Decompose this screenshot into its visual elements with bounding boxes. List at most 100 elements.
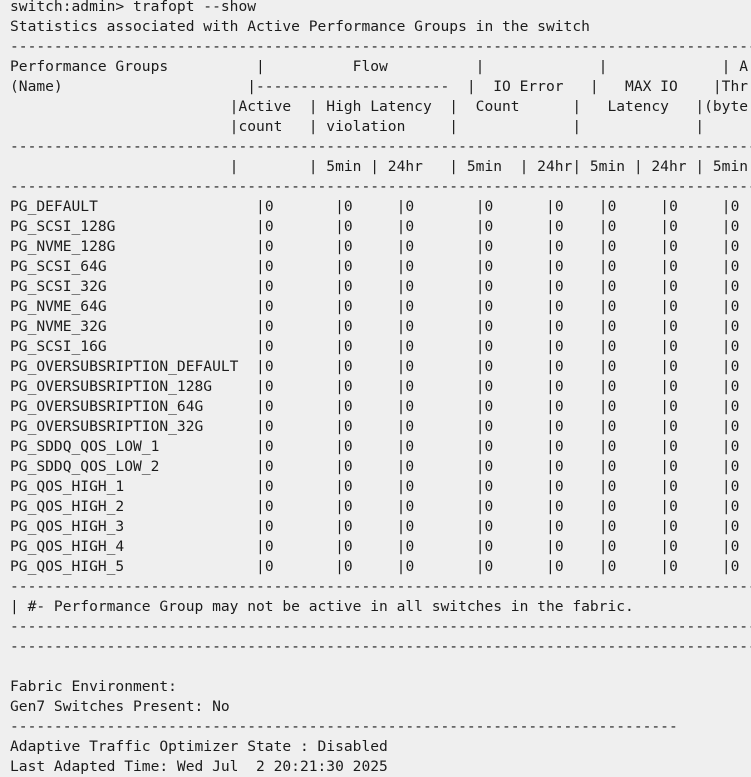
stat-value: 0 bbox=[484, 338, 494, 355]
table-row: PG_DEFAULT |0 |0 |0 |0 |0 |0 |0 |0 bbox=[10, 198, 740, 215]
stat-value: 0 bbox=[343, 298, 353, 315]
stat-value: 0 bbox=[484, 518, 494, 535]
stat-value: 0 bbox=[343, 438, 353, 455]
stat-value: 0 bbox=[405, 298, 415, 315]
separator: ----------------------------------------… bbox=[10, 578, 751, 595]
stat-value: 0 bbox=[730, 538, 740, 555]
stat-value: 0 bbox=[264, 358, 274, 375]
stat-value: 0 bbox=[554, 558, 564, 575]
stat-value: 0 bbox=[607, 278, 617, 295]
table-row: PG_OVERSUBSRIPTION_32G |0 |0 |0 |0 |0 |0… bbox=[10, 418, 740, 435]
performance-group-name: PG_NVME_32G bbox=[10, 318, 107, 335]
stat-value: 0 bbox=[484, 538, 494, 555]
description-line: Statistics associated with Active Perfor… bbox=[10, 18, 590, 35]
table-row: PG_QOS_HIGH_4 |0 |0 |0 |0 |0 |0 |0 |0 bbox=[10, 538, 740, 555]
performance-group-name: PG_QOS_HIGH_1 bbox=[10, 478, 125, 495]
performance-group-name: PG_SCSI_32G bbox=[10, 278, 107, 295]
performance-group-name: PG_SCSI_128G bbox=[10, 218, 116, 235]
table-row: PG_QOS_HIGH_3 |0 |0 |0 |0 |0 |0 |0 |0 bbox=[10, 518, 740, 535]
stat-value: 0 bbox=[264, 518, 274, 535]
stat-value: 0 bbox=[730, 478, 740, 495]
table-row: PG_SCSI_128G |0 |0 |0 |0 |0 |0 |0 |0 bbox=[10, 218, 740, 235]
table-units-line: | | 5min | 24hr | 5min | 24hr| 5min | 24… bbox=[10, 158, 749, 175]
stat-value: 0 bbox=[343, 558, 353, 575]
table-header-line-1: Performance Groups | Flow | | | A bbox=[10, 58, 749, 75]
gen7-switches-line: Gen7 Switches Present: No bbox=[10, 698, 230, 715]
performance-group-name: PG_SCSI_64G bbox=[10, 258, 107, 275]
stat-value: 0 bbox=[554, 398, 564, 415]
stat-value: 0 bbox=[405, 538, 415, 555]
table-header-line-2: (Name) |---------------------- | IO Erro… bbox=[10, 78, 749, 95]
stat-value: 0 bbox=[484, 398, 494, 415]
stat-value: 0 bbox=[730, 338, 740, 355]
last-adapted-time-line: Last Adapted Time: Wed Jul 2 20:21:30 20… bbox=[10, 758, 388, 775]
stat-value: 0 bbox=[343, 378, 353, 395]
performance-group-name: PG_OVERSUBSRIPTION_128G bbox=[10, 378, 213, 395]
stat-value: 0 bbox=[554, 218, 564, 235]
stat-value: 0 bbox=[405, 498, 415, 515]
stat-value: 0 bbox=[405, 378, 415, 395]
table-row: PG_OVERSUBSRIPTION_DEFAULT |0 |0 |0 |0 |… bbox=[10, 358, 740, 375]
stat-value: 0 bbox=[264, 558, 274, 575]
stat-value: 0 bbox=[484, 298, 494, 315]
stat-value: 0 bbox=[554, 358, 564, 375]
stat-value: 0 bbox=[607, 318, 617, 335]
stat-value: 0 bbox=[730, 218, 740, 235]
stat-value: 0 bbox=[669, 198, 678, 215]
stat-value: 0 bbox=[405, 358, 415, 375]
stat-value: 0 bbox=[484, 438, 494, 455]
stat-value: 0 bbox=[669, 378, 678, 395]
performance-group-name: PG_SDDQ_QOS_LOW_1 bbox=[10, 438, 160, 455]
stat-value: 0 bbox=[264, 498, 274, 515]
stat-value: 0 bbox=[343, 318, 353, 335]
stat-value: 0 bbox=[343, 398, 353, 415]
stat-value: 0 bbox=[730, 518, 740, 535]
stat-value: 0 bbox=[669, 398, 678, 415]
stat-value: 0 bbox=[484, 558, 494, 575]
stat-value: 0 bbox=[554, 478, 564, 495]
stat-value: 0 bbox=[730, 498, 740, 515]
stat-value: 0 bbox=[607, 298, 617, 315]
stat-value: 0 bbox=[484, 218, 494, 235]
stat-value: 0 bbox=[405, 438, 415, 455]
performance-group-name: PG_NVME_128G bbox=[10, 238, 116, 255]
stat-value: 0 bbox=[343, 418, 353, 435]
stat-value: 0 bbox=[730, 318, 740, 335]
stat-value: 0 bbox=[405, 218, 415, 235]
table-header-line-4: |count | violation | | | bbox=[10, 118, 705, 135]
table-row: PG_QOS_HIGH_5 |0 |0 |0 |0 |0 |0 |0 |0 bbox=[10, 558, 740, 575]
performance-group-name: PG_QOS_HIGH_5 bbox=[10, 558, 125, 575]
performance-group-name: PG_QOS_HIGH_2 bbox=[10, 498, 125, 515]
stat-value: 0 bbox=[484, 498, 494, 515]
stat-value: 0 bbox=[343, 518, 353, 535]
performance-group-name: PG_SDDQ_QOS_LOW_2 bbox=[10, 458, 160, 475]
stat-value: 0 bbox=[264, 538, 274, 555]
stat-value: 0 bbox=[484, 258, 494, 275]
stat-value: 0 bbox=[669, 538, 678, 555]
table-row: PG_SDDQ_QOS_LOW_1 |0 |0 |0 |0 |0 |0 |0 |… bbox=[10, 438, 740, 455]
stat-value: 0 bbox=[730, 358, 740, 375]
separator: ----------------------------------------… bbox=[10, 638, 751, 655]
stat-value: 0 bbox=[554, 338, 564, 355]
stat-value: 0 bbox=[554, 258, 564, 275]
stat-value: 0 bbox=[484, 278, 494, 295]
stat-value: 0 bbox=[669, 318, 678, 335]
performance-group-name: PG_OVERSUBSRIPTION_DEFAULT bbox=[10, 358, 239, 375]
stat-value: 0 bbox=[343, 278, 353, 295]
stat-value: 0 bbox=[669, 418, 678, 435]
stat-value: 0 bbox=[405, 518, 415, 535]
stat-value: 0 bbox=[607, 438, 617, 455]
table-header-line-3: |Active | High Latency | Count | Latency… bbox=[10, 98, 749, 115]
stat-value: 0 bbox=[264, 278, 274, 295]
stat-value: 0 bbox=[264, 398, 274, 415]
table-row: PG_NVME_128G |0 |0 |0 |0 |0 |0 |0 |0 bbox=[10, 238, 740, 255]
stat-value: 0 bbox=[607, 378, 617, 395]
stat-value: 0 bbox=[343, 498, 353, 515]
stat-value: 0 bbox=[343, 458, 353, 475]
stat-value: 0 bbox=[343, 338, 353, 355]
stat-value: 0 bbox=[264, 238, 274, 255]
stat-value: 0 bbox=[607, 558, 617, 575]
stat-value: 0 bbox=[484, 318, 494, 335]
stat-value: 0 bbox=[264, 338, 274, 355]
stat-value: 0 bbox=[484, 358, 494, 375]
